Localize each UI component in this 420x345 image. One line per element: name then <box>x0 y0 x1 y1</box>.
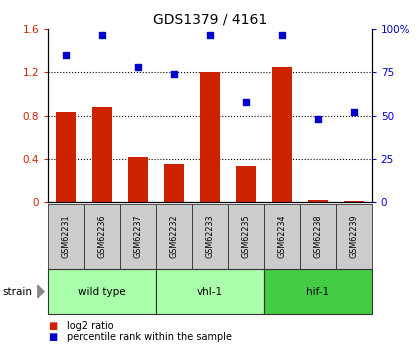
Point <box>171 71 177 77</box>
FancyBboxPatch shape <box>84 204 120 269</box>
Point <box>63 52 70 58</box>
Bar <box>272 67 292 202</box>
Point <box>135 65 142 70</box>
FancyBboxPatch shape <box>48 269 156 314</box>
Text: wild type: wild type <box>79 287 126 296</box>
FancyBboxPatch shape <box>264 204 300 269</box>
FancyBboxPatch shape <box>48 204 84 269</box>
Point <box>243 99 249 105</box>
Text: GSM62234: GSM62234 <box>277 215 286 258</box>
FancyBboxPatch shape <box>156 204 192 269</box>
Text: GSM62231: GSM62231 <box>62 215 71 258</box>
Text: hif-1: hif-1 <box>306 287 329 296</box>
FancyBboxPatch shape <box>156 269 264 314</box>
Text: GSM62232: GSM62232 <box>170 215 178 258</box>
Text: GSM62236: GSM62236 <box>98 215 107 258</box>
FancyBboxPatch shape <box>228 204 264 269</box>
Text: ■: ■ <box>48 321 58 331</box>
Bar <box>308 200 328 202</box>
FancyBboxPatch shape <box>336 204 372 269</box>
Bar <box>164 164 184 202</box>
Point <box>207 32 213 37</box>
Text: log2 ratio: log2 ratio <box>67 321 114 331</box>
FancyBboxPatch shape <box>264 269 372 314</box>
FancyBboxPatch shape <box>192 204 228 269</box>
Text: vhl-1: vhl-1 <box>197 287 223 296</box>
Bar <box>56 112 76 202</box>
Text: GSM62233: GSM62233 <box>205 215 215 258</box>
Text: percentile rank within the sample: percentile rank within the sample <box>67 333 232 342</box>
Text: GSM62237: GSM62237 <box>134 215 143 258</box>
Point <box>315 116 321 122</box>
Text: ■: ■ <box>48 333 58 342</box>
FancyBboxPatch shape <box>120 204 156 269</box>
Text: GSM62238: GSM62238 <box>313 215 322 258</box>
Point <box>350 109 357 115</box>
Point <box>99 32 105 37</box>
Bar <box>92 107 112 202</box>
FancyBboxPatch shape <box>300 204 336 269</box>
Bar <box>128 157 148 202</box>
Bar <box>236 166 256 202</box>
Bar <box>344 201 364 202</box>
Text: GDS1379 / 4161: GDS1379 / 4161 <box>153 12 267 26</box>
Text: GSM62235: GSM62235 <box>241 215 250 258</box>
Text: GSM62239: GSM62239 <box>349 215 358 258</box>
Text: strain: strain <box>2 287 32 296</box>
Bar <box>200 72 220 202</box>
Point <box>278 32 285 37</box>
